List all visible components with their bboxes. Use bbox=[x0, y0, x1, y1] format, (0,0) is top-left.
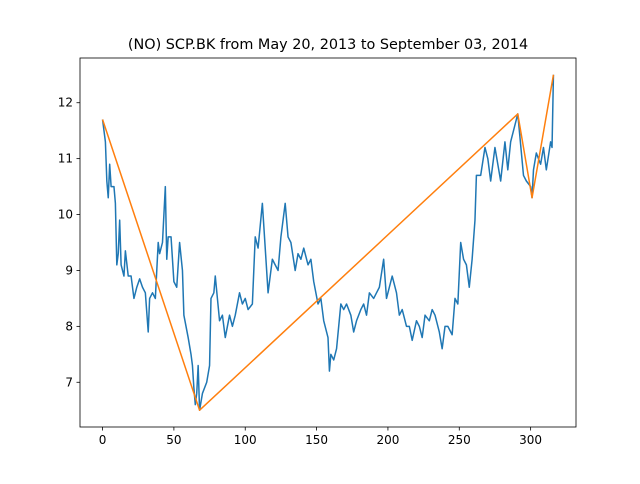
x-tick-label: 200 bbox=[376, 433, 399, 447]
y-tick-label: 10 bbox=[58, 208, 73, 222]
line-series bbox=[101, 74, 555, 411]
x-tick-label: 50 bbox=[166, 433, 181, 447]
y-tick-label: 9 bbox=[65, 263, 73, 277]
y-tick-label: 8 bbox=[65, 319, 73, 333]
plot-frame bbox=[79, 57, 577, 428]
x-tick-label: 150 bbox=[305, 433, 328, 447]
x-tick-label: 100 bbox=[234, 433, 257, 447]
x-tick-label: 250 bbox=[448, 433, 471, 447]
y-tick-label: 7 bbox=[65, 375, 73, 389]
y-tick-label: 11 bbox=[58, 152, 73, 166]
y-tick-label: 12 bbox=[58, 96, 73, 110]
x-tick-label: 0 bbox=[99, 433, 107, 447]
chart-title: (NO) SCP.BK from May 20, 2013 to Septemb… bbox=[128, 37, 528, 53]
line-series bbox=[101, 74, 555, 411]
x-tick-label: 300 bbox=[519, 433, 542, 447]
